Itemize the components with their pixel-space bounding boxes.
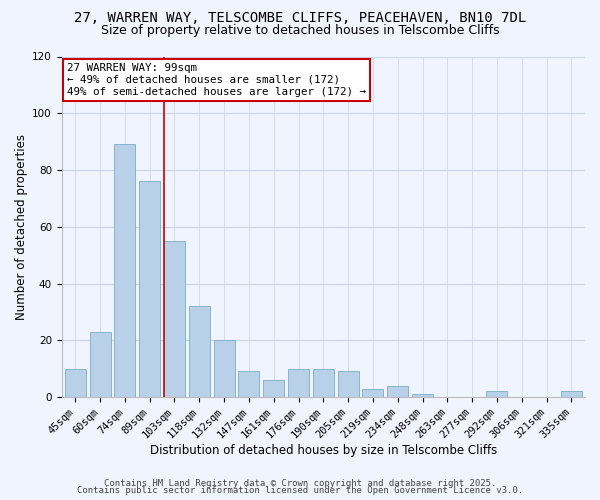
- Bar: [139, 182, 160, 397]
- Bar: [387, 386, 408, 397]
- Bar: [214, 340, 235, 397]
- Bar: [89, 332, 110, 397]
- Bar: [362, 388, 383, 397]
- Text: 27 WARREN WAY: 99sqm
← 49% of detached houses are smaller (172)
49% of semi-deta: 27 WARREN WAY: 99sqm ← 49% of detached h…: [67, 64, 366, 96]
- Bar: [338, 372, 359, 397]
- Bar: [263, 380, 284, 397]
- Bar: [561, 392, 582, 397]
- Text: Size of property relative to detached houses in Telscombe Cliffs: Size of property relative to detached ho…: [101, 24, 499, 37]
- Bar: [115, 144, 136, 397]
- Bar: [238, 372, 259, 397]
- Y-axis label: Number of detached properties: Number of detached properties: [15, 134, 28, 320]
- Bar: [487, 392, 508, 397]
- Bar: [313, 368, 334, 397]
- Text: 27, WARREN WAY, TELSCOMBE CLIFFS, PEACEHAVEN, BN10 7DL: 27, WARREN WAY, TELSCOMBE CLIFFS, PEACEH…: [74, 11, 526, 25]
- X-axis label: Distribution of detached houses by size in Telscombe Cliffs: Distribution of detached houses by size …: [149, 444, 497, 458]
- Text: Contains HM Land Registry data © Crown copyright and database right 2025.: Contains HM Land Registry data © Crown c…: [104, 478, 496, 488]
- Bar: [412, 394, 433, 397]
- Bar: [65, 368, 86, 397]
- Bar: [164, 241, 185, 397]
- Text: Contains public sector information licensed under the Open Government Licence v3: Contains public sector information licen…: [77, 486, 523, 495]
- Bar: [189, 306, 210, 397]
- Bar: [288, 368, 309, 397]
